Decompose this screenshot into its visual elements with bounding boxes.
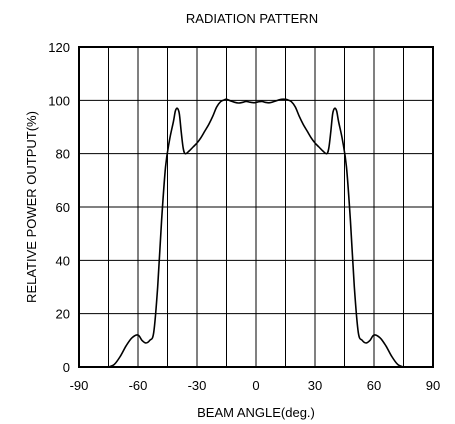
x-tick-label: 0 [252,378,259,393]
x-tick-label: -60 [129,378,148,393]
y-tick-labels: 0 20 40 60 80 100 120 [48,40,70,375]
y-tick-label: 120 [48,40,70,55]
y-tick-label: 80 [56,147,70,162]
x-tick-label: 90 [426,378,440,393]
x-axis-label: BEAM ANGLE(deg.) [197,405,315,420]
y-axis-label: RELATIVE POWER OUTPUT(%) [24,111,39,303]
grid-lines [79,47,433,367]
y-tick-label: 60 [56,200,70,215]
y-tick-label: 40 [56,253,70,268]
chart-title: RADIATION PATTERN [186,11,318,26]
plot-area [108,98,404,368]
radiation-curve [108,98,404,368]
plot-frame [78,46,434,368]
x-tick-label: 60 [367,378,381,393]
y-tick-label: 0 [63,360,70,375]
y-tick-label: 20 [56,307,70,322]
x-tick-label: -30 [188,378,207,393]
x-tick-labels: -90 -60 -30 0 30 60 90 [70,378,441,393]
y-tick-label: 100 [48,93,70,108]
x-tick-label: -90 [70,378,89,393]
x-tick-label: 30 [308,378,322,393]
